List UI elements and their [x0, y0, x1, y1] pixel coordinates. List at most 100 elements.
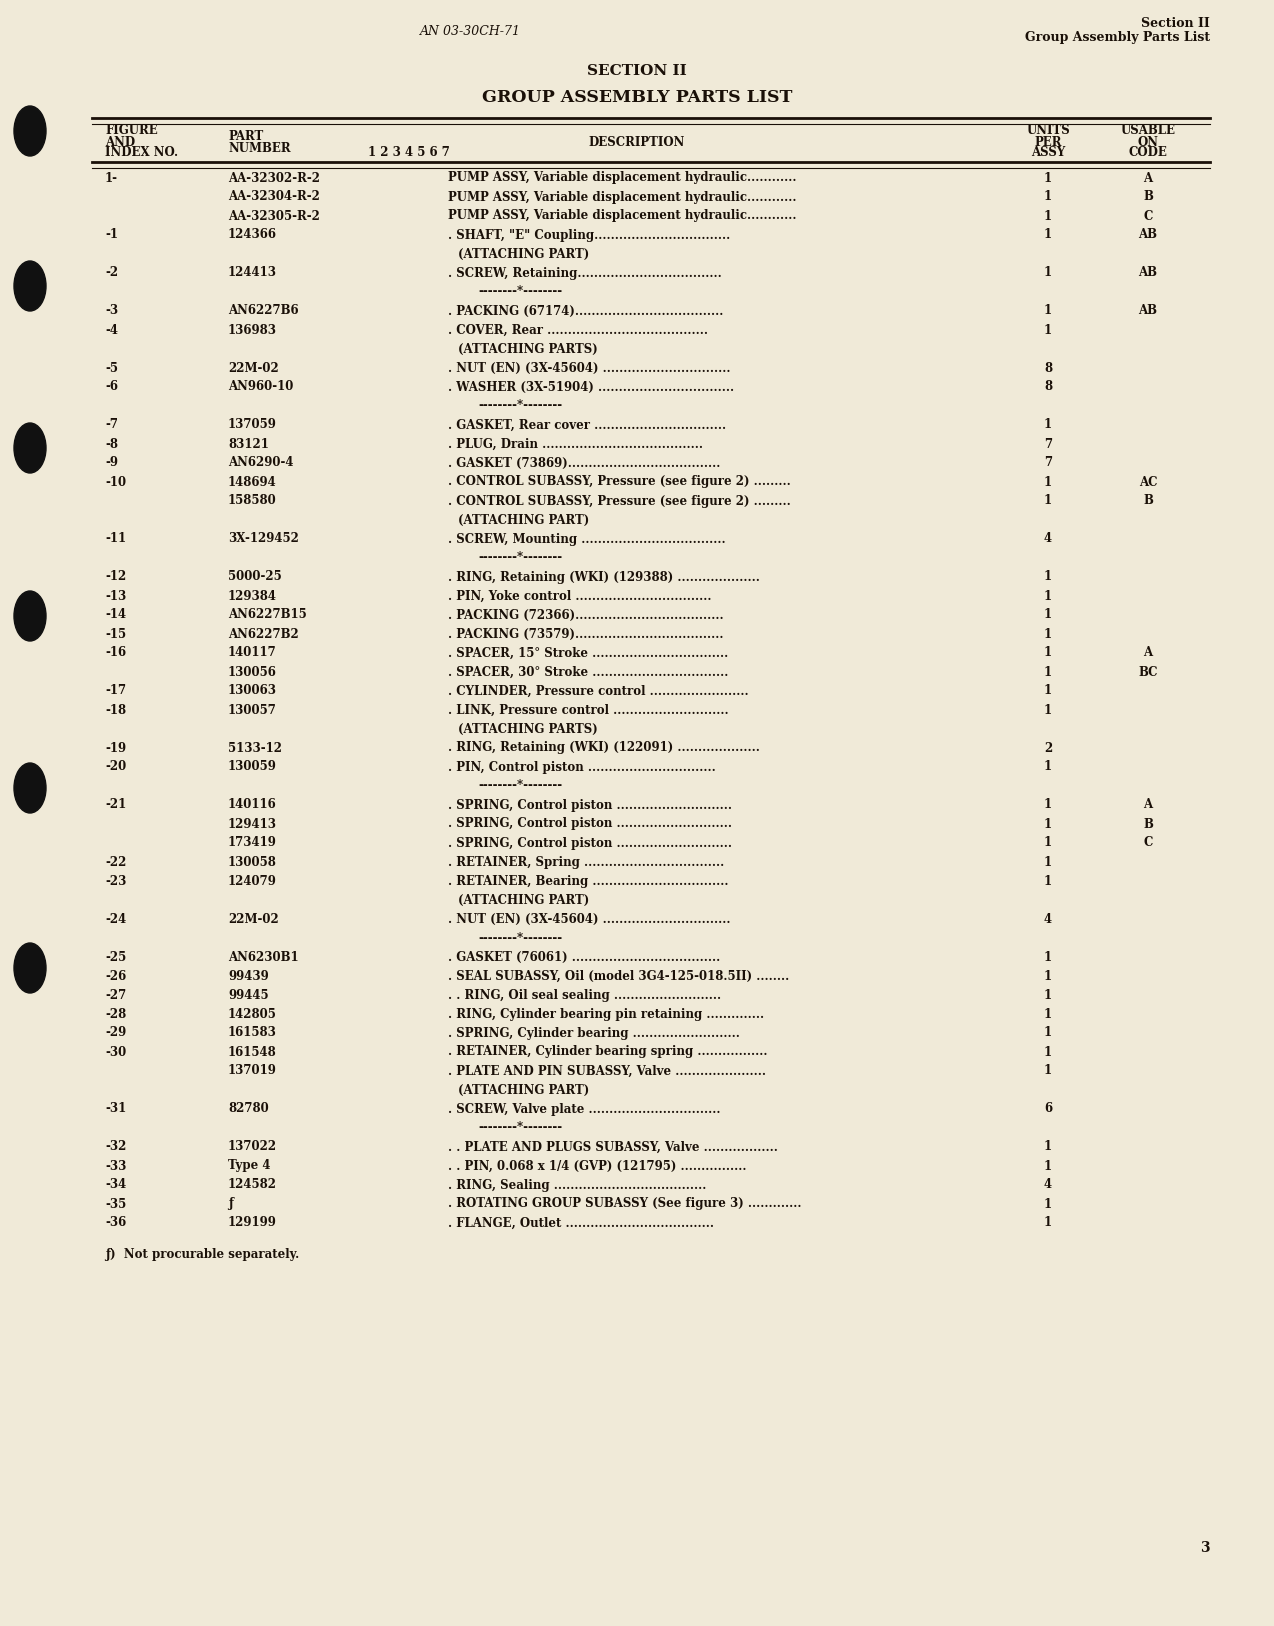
Text: 142805: 142805 [228, 1008, 276, 1021]
Text: 8: 8 [1043, 361, 1052, 374]
Text: -6: -6 [104, 380, 118, 393]
Text: C: C [1143, 836, 1153, 849]
Text: . SPACER, 30° Stroke .................................: . SPACER, 30° Stroke ...................… [448, 665, 729, 678]
Text: 1: 1 [1043, 855, 1052, 868]
Text: A: A [1144, 647, 1153, 660]
Text: 1: 1 [1043, 1216, 1052, 1229]
Text: -30: -30 [104, 1046, 126, 1059]
Text: . SCREW, Valve plate ................................: . SCREW, Valve plate ...................… [448, 1102, 721, 1115]
Text: 1: 1 [1043, 1065, 1052, 1078]
Text: 140116: 140116 [228, 798, 276, 811]
Text: AC: AC [1139, 475, 1157, 488]
Text: -27: -27 [104, 989, 126, 1002]
Text: 124366: 124366 [228, 229, 276, 242]
Text: -1: -1 [104, 229, 118, 242]
Text: 130056: 130056 [228, 665, 276, 678]
Text: C: C [1143, 210, 1153, 223]
Text: -31: -31 [104, 1102, 126, 1115]
Text: 1: 1 [1043, 951, 1052, 964]
Text: PUMP ASSY, Variable displacement hydraulic............: PUMP ASSY, Variable displacement hydraul… [448, 210, 796, 223]
Text: PART: PART [228, 130, 264, 143]
Text: . . RING, Oil seal sealing ..........................: . . RING, Oil seal sealing .............… [448, 989, 721, 1002]
Text: -21: -21 [104, 798, 126, 811]
Text: 1: 1 [1043, 190, 1052, 203]
Text: 129199: 129199 [228, 1216, 276, 1229]
Text: 4: 4 [1043, 912, 1052, 925]
Text: . CONTROL SUBASSY, Pressure (see figure 2) .........: . CONTROL SUBASSY, Pressure (see figure … [448, 475, 791, 488]
Text: 4: 4 [1043, 1179, 1052, 1192]
Text: -5: -5 [104, 361, 118, 374]
Text: 158580: 158580 [228, 494, 276, 507]
Text: AN960-10: AN960-10 [228, 380, 293, 393]
Ellipse shape [14, 763, 46, 813]
Text: -19: -19 [104, 741, 126, 754]
Text: 129384: 129384 [228, 590, 276, 603]
Text: NUMBER: NUMBER [228, 141, 290, 154]
Text: 99445: 99445 [228, 989, 269, 1002]
Text: 5000-25: 5000-25 [228, 571, 282, 584]
Text: 83121: 83121 [228, 437, 269, 450]
Text: 1: 1 [1043, 628, 1052, 641]
Text: B: B [1143, 190, 1153, 203]
Text: 1: 1 [1043, 798, 1052, 811]
Text: -20: -20 [104, 761, 126, 774]
Text: B: B [1143, 494, 1153, 507]
Text: AA-32304-R-2: AA-32304-R-2 [228, 190, 320, 203]
Text: AND: AND [104, 135, 135, 148]
Text: -12: -12 [104, 571, 126, 584]
Text: 4: 4 [1043, 532, 1052, 545]
Text: . SPRING, Control piston ............................: . SPRING, Control piston ...............… [448, 798, 733, 811]
Text: --------*--------: --------*-------- [478, 779, 562, 792]
Text: 1: 1 [1043, 171, 1052, 184]
Text: -26: -26 [104, 969, 126, 982]
Text: . SHAFT, "E" Coupling.................................: . SHAFT, "E" Coupling...................… [448, 229, 730, 242]
Text: . PIN, Control piston ...............................: . PIN, Control piston ..................… [448, 761, 716, 774]
Text: 1: 1 [1043, 229, 1052, 242]
Text: (ATTACHING PARTS): (ATTACHING PARTS) [457, 343, 598, 356]
Text: AB: AB [1139, 267, 1158, 280]
Text: . GASKET, Rear cover ................................: . GASKET, Rear cover ...................… [448, 418, 726, 431]
Ellipse shape [14, 423, 46, 473]
Text: AA-32305-R-2: AA-32305-R-2 [228, 210, 320, 223]
Text: A: A [1144, 798, 1153, 811]
Text: 2: 2 [1043, 741, 1052, 754]
Text: 1: 1 [1043, 1197, 1052, 1210]
Text: . RING, Retaining (WKI) (122091) ....................: . RING, Retaining (WKI) (122091) .......… [448, 741, 759, 754]
Text: 1: 1 [1043, 989, 1052, 1002]
Text: 137059: 137059 [228, 418, 276, 431]
Text: A: A [1144, 171, 1153, 184]
Text: 1: 1 [1043, 608, 1052, 621]
Text: AB: AB [1139, 304, 1158, 317]
Text: . SPRING, Control piston ............................: . SPRING, Control piston ...............… [448, 818, 733, 831]
Text: -15: -15 [104, 628, 126, 641]
Text: 1: 1 [1043, 324, 1052, 337]
Text: 1: 1 [1043, 704, 1052, 717]
Text: . CONTROL SUBASSY, Pressure (see figure 2) .........: . CONTROL SUBASSY, Pressure (see figure … [448, 494, 791, 507]
Text: 1: 1 [1043, 969, 1052, 982]
Text: 1: 1 [1043, 590, 1052, 603]
Text: -35: -35 [104, 1197, 126, 1210]
Text: . WASHER (3X-51904) .................................: . WASHER (3X-51904) ....................… [448, 380, 734, 393]
Text: -34: -34 [104, 1179, 126, 1192]
Text: BC: BC [1138, 665, 1158, 678]
Text: 137022: 137022 [228, 1140, 278, 1153]
Text: -7: -7 [104, 418, 118, 431]
Text: UNITS: UNITS [1026, 125, 1070, 138]
Text: 130059: 130059 [228, 761, 276, 774]
Text: . PIN, Yoke control .................................: . PIN, Yoke control ....................… [448, 590, 711, 603]
Text: 5133-12: 5133-12 [228, 741, 282, 754]
Text: 130058: 130058 [228, 855, 276, 868]
Text: 1: 1 [1043, 818, 1052, 831]
Text: -36: -36 [104, 1216, 126, 1229]
Text: . PLATE AND PIN SUBASSY, Valve ......................: . PLATE AND PIN SUBASSY, Valve .........… [448, 1065, 766, 1078]
Text: PER: PER [1034, 135, 1061, 148]
Text: . SCREW, Retaining...................................: . SCREW, Retaining......................… [448, 267, 722, 280]
Text: CODE: CODE [1129, 146, 1167, 159]
Text: . RETAINER, Spring ..................................: . RETAINER, Spring .....................… [448, 855, 724, 868]
Ellipse shape [14, 262, 46, 311]
Text: 1: 1 [1043, 210, 1052, 223]
Text: 1: 1 [1043, 1008, 1052, 1021]
Text: . SCREW, Mounting ...................................: . SCREW, Mounting ......................… [448, 532, 726, 545]
Text: 130057: 130057 [228, 704, 276, 717]
Text: 140117: 140117 [228, 647, 276, 660]
